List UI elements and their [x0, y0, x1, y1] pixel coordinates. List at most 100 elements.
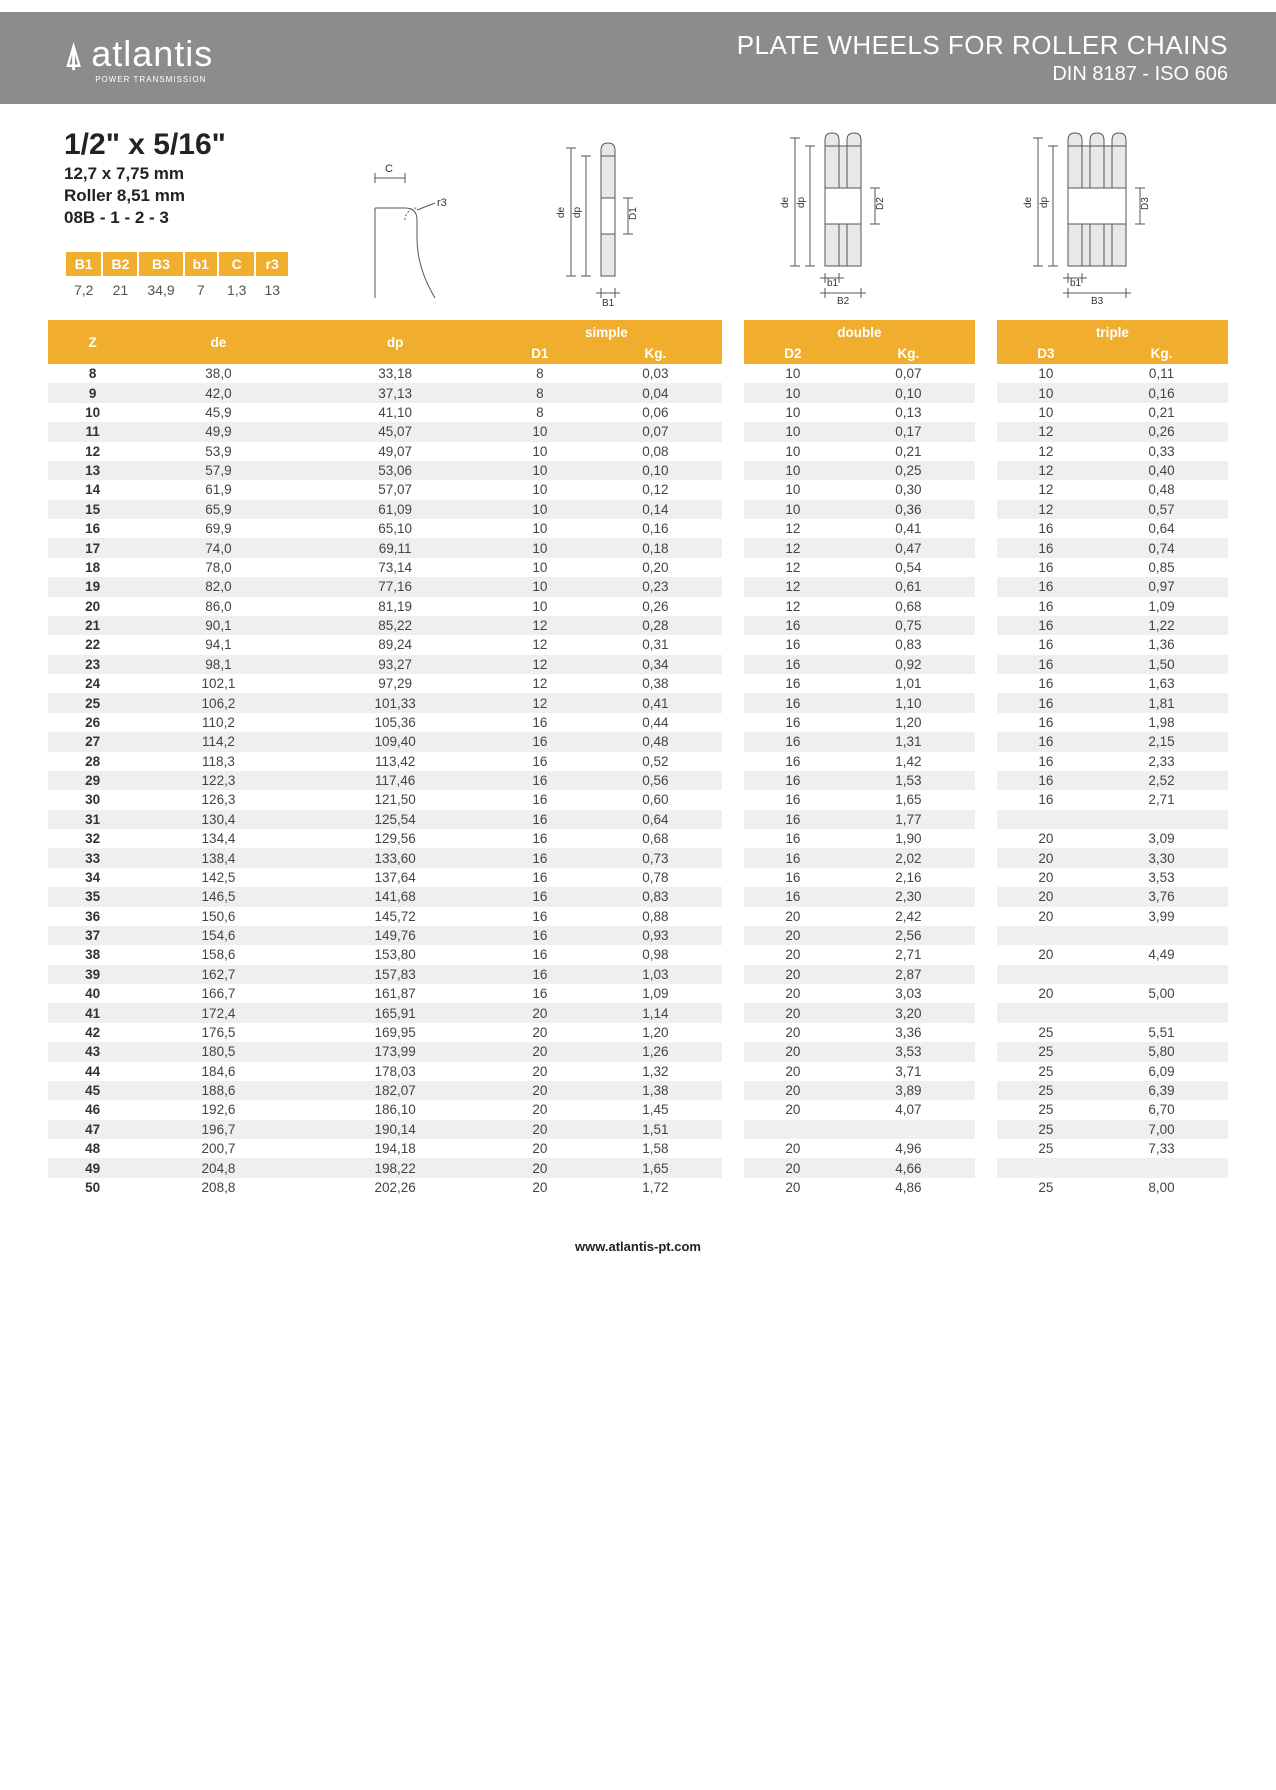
- cell-sep: [975, 383, 997, 402]
- cell-sep: [722, 693, 744, 712]
- cell-sep: [722, 1081, 744, 1100]
- cell: 41,10: [300, 403, 491, 422]
- cell-sep: [722, 752, 744, 771]
- table-row: 42176,5169,95201,20203,36255,51: [48, 1023, 1228, 1042]
- cell: 10: [491, 480, 589, 499]
- cell: 20: [744, 984, 842, 1003]
- label-b1: B1: [602, 298, 615, 308]
- spec-td-B3: 34,9: [139, 278, 182, 302]
- page-footer: www.atlantis-pt.com: [0, 1221, 1276, 1294]
- cell: 25: [48, 693, 137, 712]
- cell: 16: [491, 965, 589, 984]
- cell: 41: [48, 1003, 137, 1022]
- cell: 7,00: [1095, 1120, 1228, 1139]
- cell: 30: [48, 790, 137, 809]
- cell: 2,16: [842, 868, 975, 887]
- cell: 121,50: [300, 790, 491, 809]
- cell: 0,64: [1095, 519, 1228, 538]
- cell: 6,09: [1095, 1062, 1228, 1081]
- cell: 12: [48, 442, 137, 461]
- cell: 16: [744, 771, 842, 790]
- table-row: 24102,197,29120,38161,01161,63: [48, 674, 1228, 693]
- cell: 130,4: [137, 810, 299, 829]
- cell: 16: [744, 616, 842, 635]
- cell: 42,0: [137, 383, 299, 402]
- cell: 2,15: [1095, 732, 1228, 751]
- cell: 20: [997, 945, 1095, 964]
- cell: 0,28: [589, 616, 722, 635]
- cell: 4,96: [842, 1139, 975, 1158]
- th-z: Z: [48, 320, 137, 364]
- cell: 10: [491, 558, 589, 577]
- table-row: 1878,073,14100,20120,54160,85: [48, 558, 1228, 577]
- cell: 165,91: [300, 1003, 491, 1022]
- cell-sep: [722, 1042, 744, 1061]
- cell: 1,63: [1095, 674, 1228, 693]
- cell: 0,04: [589, 383, 722, 402]
- cell-sep: [975, 480, 997, 499]
- spec-mm: 12,7 x 7,75 mm: [64, 164, 304, 184]
- cell-sep: [722, 597, 744, 616]
- table-row: 44184,6178,03201,32203,71256,09: [48, 1062, 1228, 1081]
- cell: 166,7: [137, 984, 299, 1003]
- cell: 16: [744, 887, 842, 906]
- cell-sep: [722, 577, 744, 596]
- cell: [997, 1158, 1095, 1177]
- cell-sep: [975, 1003, 997, 1022]
- cell-sep: [975, 655, 997, 674]
- cell: 0,75: [842, 616, 975, 635]
- cell: 173,99: [300, 1042, 491, 1061]
- cell: 0,92: [842, 655, 975, 674]
- cell-sep: [722, 403, 744, 422]
- cell-sep: [975, 1023, 997, 1042]
- header-title-main: PLATE WHEELS FOR ROLLER CHAINS: [737, 30, 1228, 61]
- table-row: 32134,4129,56160,68161,90203,09: [48, 829, 1228, 848]
- cell: [997, 810, 1095, 829]
- cell-sep: [722, 500, 744, 519]
- cell: 61,9: [137, 480, 299, 499]
- cell: 2,33: [1095, 752, 1228, 771]
- cell-sep: [722, 616, 744, 635]
- cell: 10: [744, 442, 842, 461]
- cell: [1095, 1003, 1228, 1022]
- cell: 0,93: [589, 926, 722, 945]
- cell: 0,85: [1095, 558, 1228, 577]
- cell: 3,89: [842, 1081, 975, 1100]
- cell: 176,5: [137, 1023, 299, 1042]
- cell: 0,83: [842, 635, 975, 654]
- spec-th-B2: B2: [103, 252, 137, 276]
- cell: 146,5: [137, 887, 299, 906]
- sep2: [975, 320, 997, 364]
- cell: 12: [744, 538, 842, 557]
- cell: 45,9: [137, 403, 299, 422]
- table-row: 48200,7194,18201,58204,96257,33: [48, 1139, 1228, 1158]
- cell: 14: [48, 480, 137, 499]
- cell: 2,71: [1095, 790, 1228, 809]
- cell: 19: [48, 577, 137, 596]
- cell: 169,95: [300, 1023, 491, 1042]
- cell-sep: [975, 790, 997, 809]
- cell: 22: [48, 635, 137, 654]
- cell: 0,16: [589, 519, 722, 538]
- cell-sep: [975, 1158, 997, 1177]
- cell: 0,30: [842, 480, 975, 499]
- cell: 12: [491, 616, 589, 635]
- cell: 12: [997, 442, 1095, 461]
- table-row: 25106,2101,33120,41161,10161,81: [48, 693, 1228, 712]
- cell: 0,34: [589, 655, 722, 674]
- cell: 122,3: [137, 771, 299, 790]
- cell: 20: [491, 1178, 589, 1197]
- cell: 1,10: [842, 693, 975, 712]
- cell-sep: [975, 887, 997, 906]
- table-row: 1253,949,07100,08100,21120,33: [48, 442, 1228, 461]
- cell: 20: [491, 1081, 589, 1100]
- cell: 190,14: [300, 1120, 491, 1139]
- cell: 1,50: [1095, 655, 1228, 674]
- cell: 1,31: [842, 732, 975, 751]
- cell-sep: [975, 829, 997, 848]
- cell: 12: [491, 655, 589, 674]
- cell: 200,7: [137, 1139, 299, 1158]
- cell-sep: [975, 945, 997, 964]
- cell: 35: [48, 887, 137, 906]
- cell: 4,49: [1095, 945, 1228, 964]
